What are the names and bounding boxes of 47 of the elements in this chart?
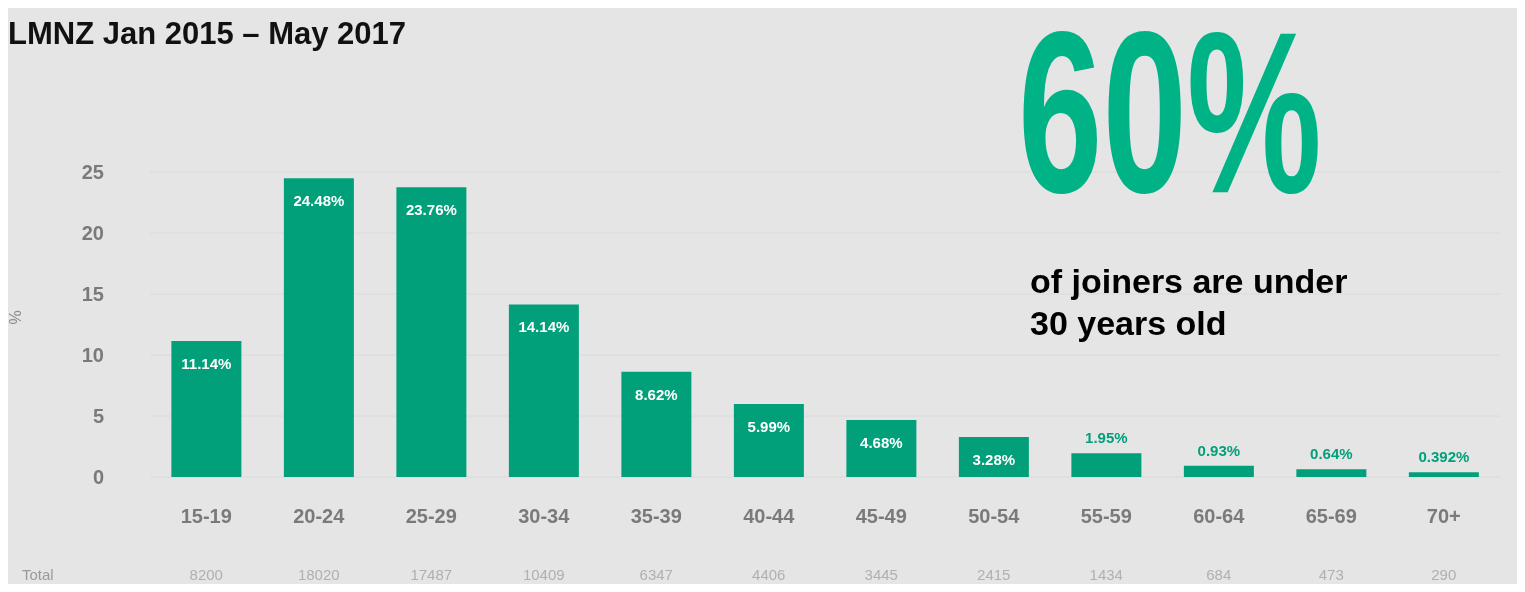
- data-label: 4.68%: [860, 433, 903, 451]
- x-tick-label: 30-34: [518, 505, 571, 528]
- chart-title: LMNZ Jan 2015 – May 2017: [8, 16, 407, 52]
- bar: [958, 436, 1029, 477]
- x-tick-label: 40-44: [743, 505, 796, 528]
- bar: [1183, 465, 1254, 477]
- x-tick-label: 55-59: [1080, 505, 1132, 528]
- text: Total: [22, 566, 54, 583]
- x-tick-label: 15-19: [180, 505, 232, 528]
- annotation: 60%: [1018, 0, 1322, 241]
- y-tick-label: 0: [92, 466, 104, 489]
- data-label: 24.48%: [293, 192, 345, 210]
- x-tick-label: 50-54: [968, 505, 1021, 528]
- data-label: 8.62%: [635, 385, 678, 403]
- data-label: 0.93%: [1197, 441, 1241, 459]
- x-tick-label: 25-29: [405, 505, 457, 528]
- bar: [1071, 453, 1142, 477]
- bar: [733, 403, 804, 477]
- y-tick-label: 15: [81, 283, 104, 306]
- data-label: 5.99%: [747, 417, 791, 435]
- y-axis-title: %: [6, 310, 24, 325]
- y-tick-label: 10: [81, 344, 104, 367]
- data-label: 23.76%: [405, 201, 457, 219]
- data-label: 3.28%: [972, 450, 1016, 468]
- bar: [621, 371, 692, 477]
- bar: [283, 178, 354, 477]
- x-tick-label: 60-64: [1193, 505, 1246, 528]
- data-label: 0.64%: [1310, 445, 1353, 463]
- bar: [171, 341, 242, 477]
- bar: [846, 419, 917, 477]
- x-tick-label: 70+: [1426, 505, 1461, 528]
- data-label: 0.392%: [1418, 448, 1470, 466]
- bar: [396, 187, 467, 477]
- x-tick-label: 35-39: [630, 505, 682, 528]
- bar: [1296, 469, 1367, 477]
- y-tick-label: 20: [81, 222, 104, 245]
- x-tick-label: 20-24: [293, 505, 346, 528]
- y-tick-label: 5: [92, 405, 104, 428]
- x-tick-label: 65-69: [1305, 505, 1357, 528]
- data-label: 1.95%: [1085, 429, 1128, 447]
- annotation: of joiners are under 30 years old: [1030, 261, 1349, 344]
- y-tick-label: 25: [81, 161, 104, 184]
- data-label: 11.14%: [181, 355, 232, 373]
- bar: [508, 304, 579, 477]
- x-tick-label: 45-49: [855, 505, 907, 528]
- data-label: 14.14%: [518, 318, 570, 336]
- bar: [1408, 472, 1479, 477]
